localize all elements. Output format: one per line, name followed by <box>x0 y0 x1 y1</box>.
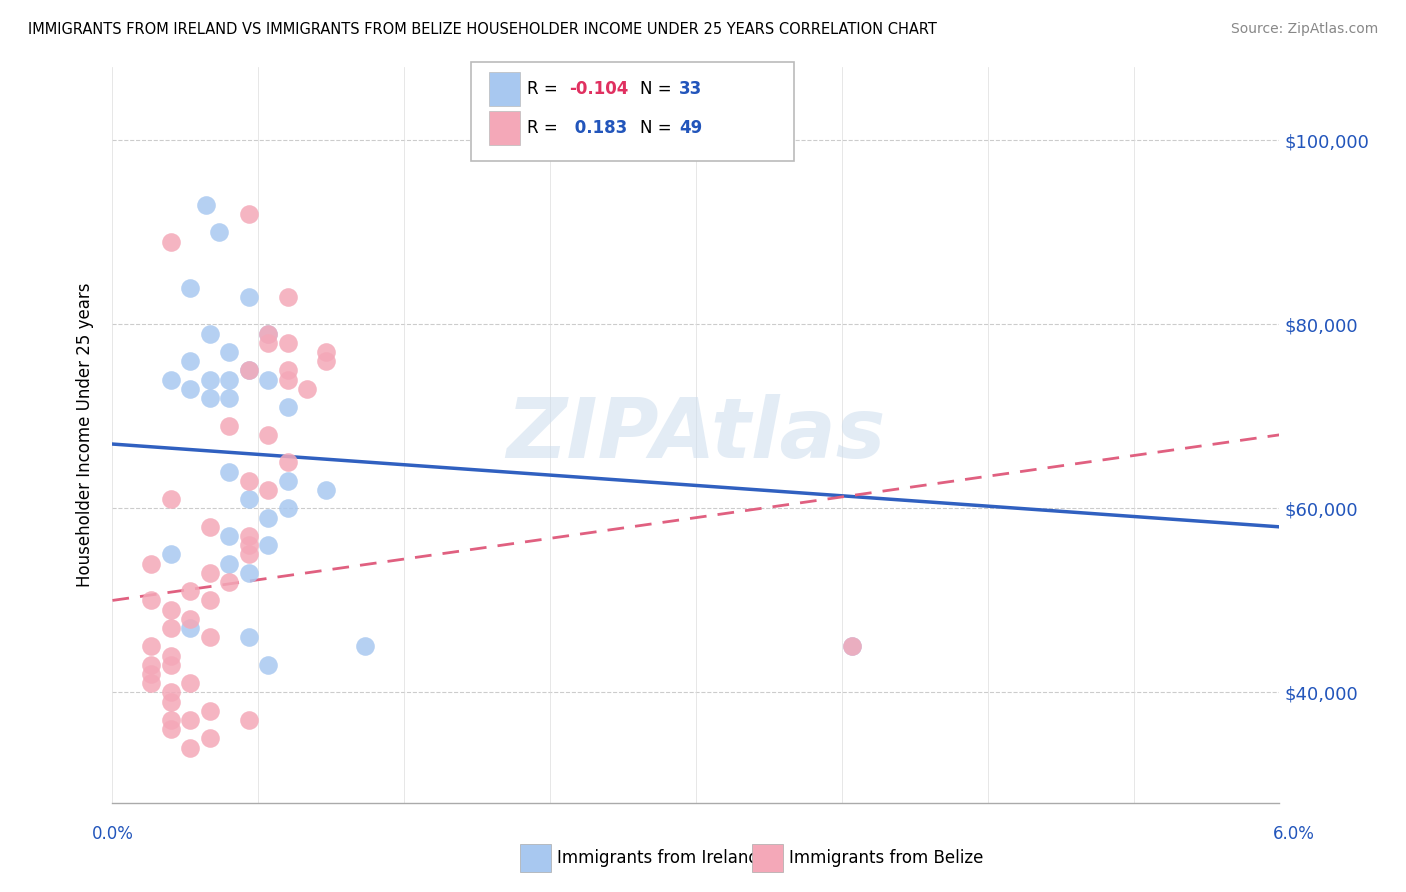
Point <box>160 713 183 727</box>
Text: 0.183: 0.183 <box>569 119 627 136</box>
Point <box>141 640 163 654</box>
Point <box>179 621 201 635</box>
Point <box>295 382 318 396</box>
Point <box>198 520 221 534</box>
Point <box>238 529 260 543</box>
Point <box>315 354 337 368</box>
Point <box>276 401 298 415</box>
Point <box>257 335 280 350</box>
Point <box>179 382 201 396</box>
Point <box>194 198 217 212</box>
Point <box>218 391 240 405</box>
Point <box>198 373 221 387</box>
Point <box>218 345 240 359</box>
Text: 6.0%: 6.0% <box>1272 825 1315 843</box>
Point <box>160 621 183 635</box>
Point <box>276 335 298 350</box>
Point <box>276 455 298 469</box>
Point <box>198 704 221 718</box>
Text: R =: R = <box>527 80 564 98</box>
Point <box>238 630 260 644</box>
Point <box>238 363 260 377</box>
Point <box>315 483 337 497</box>
Point <box>238 207 260 221</box>
Text: N =: N = <box>640 119 676 136</box>
Point <box>160 695 183 709</box>
Point <box>198 630 221 644</box>
Point <box>198 391 221 405</box>
Point <box>841 640 863 654</box>
Point <box>257 657 280 672</box>
Point <box>198 593 221 607</box>
Point <box>179 584 201 599</box>
Text: 49: 49 <box>679 119 703 136</box>
Point <box>276 373 298 387</box>
Point <box>160 685 183 699</box>
Point <box>841 640 863 654</box>
Point <box>276 290 298 304</box>
Point <box>179 612 201 626</box>
Point <box>238 538 260 552</box>
Point <box>218 529 240 543</box>
Point <box>198 566 221 580</box>
Text: 0.0%: 0.0% <box>91 825 134 843</box>
Point <box>160 657 183 672</box>
Text: -0.104: -0.104 <box>569 80 628 98</box>
Point <box>315 345 337 359</box>
Point <box>238 290 260 304</box>
Point <box>238 548 260 562</box>
Point <box>141 593 163 607</box>
Point <box>257 538 280 552</box>
Point <box>141 657 163 672</box>
Point <box>238 492 260 507</box>
Point <box>179 740 201 755</box>
Point <box>238 363 260 377</box>
Point <box>160 548 183 562</box>
Point <box>257 483 280 497</box>
Point <box>218 465 240 479</box>
Point <box>160 235 183 249</box>
Point <box>141 667 163 681</box>
Y-axis label: Householder Income Under 25 years: Householder Income Under 25 years <box>76 283 94 587</box>
Point <box>179 676 201 690</box>
Point <box>179 713 201 727</box>
Text: IMMIGRANTS FROM IRELAND VS IMMIGRANTS FROM BELIZE HOUSEHOLDER INCOME UNDER 25 YE: IMMIGRANTS FROM IRELAND VS IMMIGRANTS FR… <box>28 22 936 37</box>
Point <box>238 566 260 580</box>
Point <box>160 602 183 616</box>
Point <box>179 354 201 368</box>
Point <box>218 574 240 589</box>
Point <box>257 427 280 442</box>
Point <box>276 363 298 377</box>
Point <box>160 492 183 507</box>
Text: Immigrants from Belize: Immigrants from Belize <box>789 849 983 867</box>
Text: ZIPAtlas: ZIPAtlas <box>506 394 886 475</box>
Point <box>354 640 377 654</box>
Point <box>257 373 280 387</box>
Point <box>257 510 280 524</box>
Point <box>218 373 240 387</box>
Point <box>276 474 298 488</box>
Text: 33: 33 <box>679 80 703 98</box>
Point <box>208 226 231 240</box>
Point <box>179 280 201 294</box>
Text: Source: ZipAtlas.com: Source: ZipAtlas.com <box>1230 22 1378 37</box>
Point <box>238 713 260 727</box>
Point <box>238 474 260 488</box>
Point <box>160 373 183 387</box>
Point <box>141 676 163 690</box>
Point <box>198 326 221 341</box>
Text: N =: N = <box>640 80 676 98</box>
Point <box>160 723 183 737</box>
Point <box>218 557 240 571</box>
Text: R =: R = <box>527 119 564 136</box>
Point <box>218 418 240 433</box>
Point <box>198 731 221 746</box>
Point <box>160 648 183 663</box>
Point <box>257 326 280 341</box>
Point <box>276 501 298 516</box>
Point <box>257 326 280 341</box>
Point <box>141 557 163 571</box>
Text: Immigrants from Ireland: Immigrants from Ireland <box>557 849 759 867</box>
